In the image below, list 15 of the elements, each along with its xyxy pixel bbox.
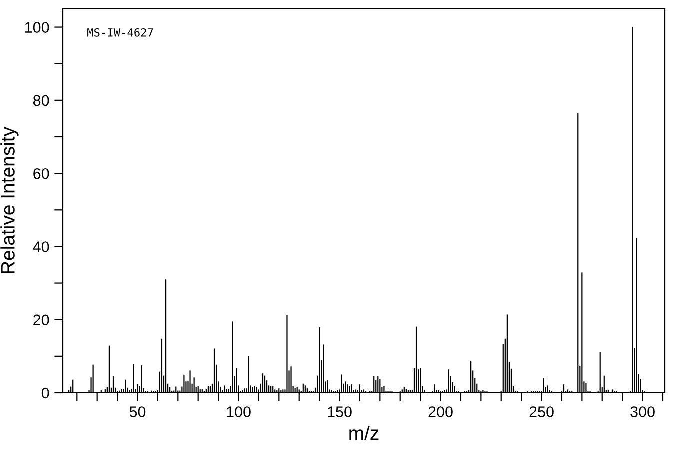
y-tick-label: 0	[42, 388, 50, 399]
x-tick-label: 250	[530, 406, 554, 418]
annotation: MS-IW-4627	[88, 28, 154, 37]
y-tick-label: 60	[34, 168, 50, 180]
y-tick-label: 80	[33, 95, 50, 106]
x-tick-label: 50	[130, 406, 146, 418]
x-tick-label: 100	[227, 406, 251, 418]
x-tick-label: 300	[630, 406, 655, 418]
y-tick-label: 20	[34, 314, 50, 326]
x-tick-label: 150	[328, 406, 352, 418]
x-tick-label: 200	[428, 406, 453, 418]
y-axis-title: Relative Intensity	[0, 127, 19, 274]
y-tick-label: 100	[25, 22, 50, 33]
y-tick-label: 40	[33, 242, 50, 252]
x-axis-title: m/z	[350, 426, 379, 440]
